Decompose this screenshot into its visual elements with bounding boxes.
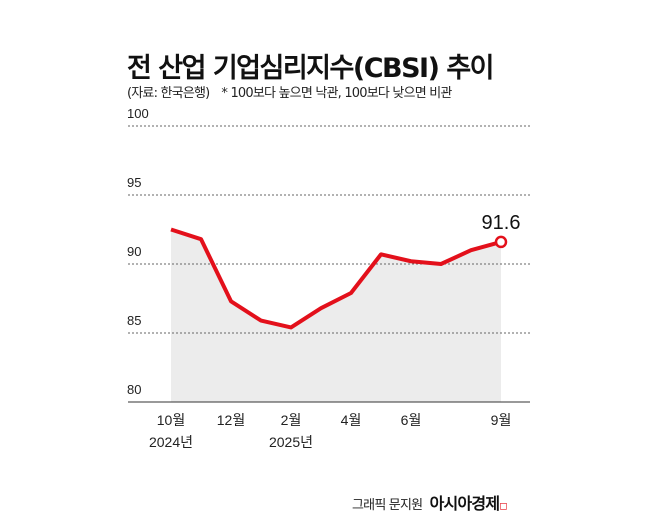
y-tick-label: 100 <box>127 106 149 121</box>
y-tick-label: 90 <box>127 244 141 259</box>
y-tick-label: 95 <box>127 175 141 190</box>
x-tick-label: 6월 <box>401 412 422 428</box>
subtitle: (자료: 한국은행) * 100보다 높으면 낙관, 100보다 낮으면 비관 <box>127 82 464 101</box>
data-label: 91.6 <box>482 212 521 234</box>
source: (자료: 한국은행) <box>127 86 210 101</box>
x-tick-label: 9월 <box>491 412 512 428</box>
x-tick-label: 4월 <box>341 412 362 428</box>
x-tick-year-label: 2024년 <box>149 434 193 450</box>
chart-title: 전 산업 기업심리지수(CBSI) 추이 <box>127 53 495 84</box>
x-tick-year-label: 2025년 <box>269 434 313 450</box>
series-line <box>170 227 502 330</box>
credit: 그래픽 문지원 아시아경제◻ <box>352 490 508 514</box>
graphic-credit: 그래픽 문지원 <box>352 498 423 513</box>
data-point-highlight <box>494 235 508 249</box>
x-tick-label: 12월 <box>217 412 245 428</box>
y-tick-label: 80 <box>127 382 141 397</box>
note: * 100보다 높으면 낙관, 100보다 낮으면 비관 <box>221 86 452 101</box>
brand-mark-icon: ◻ <box>499 501 507 512</box>
brand-logo: 아시아경제 <box>429 494 500 513</box>
x-tick-label: 2월 <box>281 412 302 428</box>
x-tick-label: 10월 <box>157 412 185 428</box>
area-fill <box>171 229 501 402</box>
y-tick-label: 85 <box>127 313 141 328</box>
